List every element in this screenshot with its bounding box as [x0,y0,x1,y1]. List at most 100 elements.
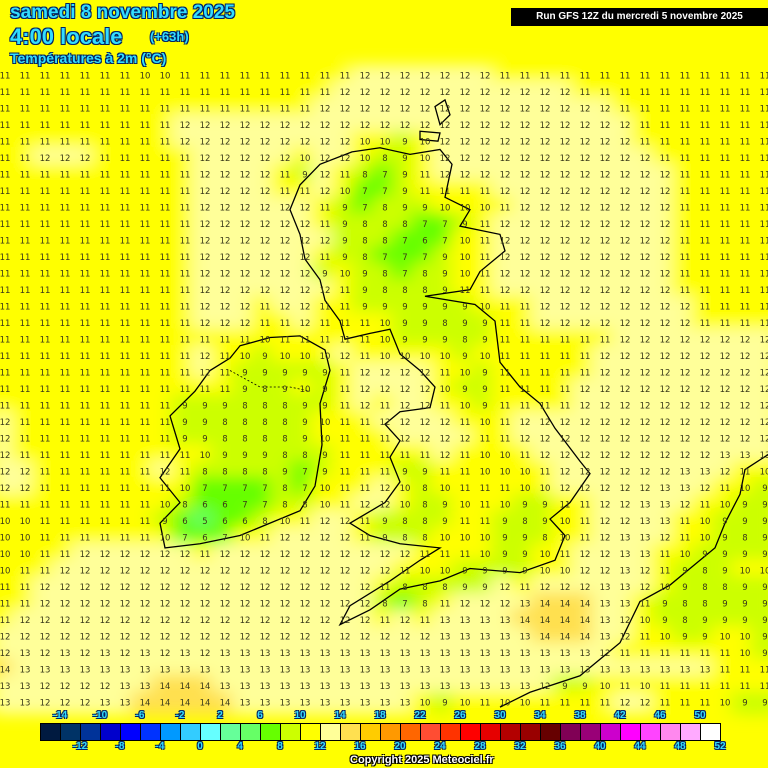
temperature-value: 10 [520,484,531,494]
temperature-value: 12 [540,105,551,115]
temperature-value: 7 [262,484,267,494]
temperature-value: 12 [580,171,591,181]
temperature-value: 12 [320,187,331,197]
temperature-value: 12 [220,237,231,247]
temperature-value: 11 [600,699,611,709]
temperature-value: 12 [400,418,411,428]
temperature-value: 8 [362,171,367,181]
temperature-value: 11 [620,88,631,98]
temperature-value: 8 [442,583,447,593]
temperature-value: 11 [180,468,191,478]
temperature-value: 13 [640,501,651,511]
temperature-value: 11 [760,171,768,181]
temperature-value: 11 [80,451,91,461]
temperature-value: 13 [320,699,331,709]
temperature-value: 11 [180,105,191,115]
temperature-value: 11 [340,501,351,511]
temperature-value: 10 [440,484,451,494]
temperature-value: 12 [500,171,511,181]
temperature-value: 8 [202,468,207,478]
temperature-value: 12 [600,303,611,313]
temperature-value: 9 [482,385,487,395]
temperature-value: 11 [60,138,71,148]
temperature-value: 10 [260,336,271,346]
temperature-value: 9 [422,204,427,214]
temperature-value: 11 [20,286,31,296]
temperature-value: 8 [402,583,407,593]
temperature-value: 9 [302,435,307,445]
temperature-value: 11 [80,484,91,494]
temperature-value: 11 [220,385,231,395]
temperature-value: 14 [540,600,551,610]
temperature-value: 11 [440,550,451,560]
temperature-value: 12 [140,616,151,626]
legend-swatch [521,724,541,740]
temperature-value: 10 [300,154,311,164]
temperature-value: 13 [380,682,391,692]
temperature-value: 11 [500,418,511,428]
temperature-value: 11 [140,385,151,395]
temperature-value: 12 [520,105,531,115]
temperature-value: 12 [620,352,631,362]
temperature-value: 12 [220,633,231,643]
temperature-value: 12 [340,633,351,643]
temperature-value: 12 [660,319,671,329]
temperature-value: 11 [280,72,291,82]
temperature-value: 12 [560,303,571,313]
temperature-value: 11 [300,72,311,82]
temperature-value: 12 [80,583,91,593]
temperature-value: 9 [762,484,767,494]
temperature-value: 12 [760,402,768,412]
temperature-value: 11 [180,220,191,230]
temperature-value: 13 [420,649,431,659]
temperature-value: 11 [500,435,511,445]
temperature-value: 12 [180,600,191,610]
temperature-value: 12 [260,286,271,296]
temperature-value: 9 [542,501,547,511]
temperature-value: 12 [80,699,91,709]
temperature-value: 11 [680,154,691,164]
temperature-value: 13 [220,649,231,659]
temperature-value: 11 [720,649,731,659]
temperature-value: 11 [680,88,691,98]
temperature-value: 8 [282,418,287,428]
temperature-value: 11 [460,418,471,428]
temperature-value: 11 [480,220,491,230]
temperature-value: 9 [302,369,307,379]
temperature-value: 12 [360,121,371,131]
temperature-value: 11 [120,105,131,115]
temperature-value: 12 [200,286,211,296]
temperature-value: 8 [262,468,267,478]
temperature-value: 13 [360,666,371,676]
temperature-value: 13 [80,666,91,676]
temperature-value: 11 [20,204,31,214]
temperature-value: 8 [222,468,227,478]
temperature-value: 11 [760,286,768,296]
temperature-value: 13 [440,666,451,676]
temperature-value: 11 [340,418,351,428]
temperature-value: 10 [400,352,411,362]
temperature-value: 12 [340,583,351,593]
temperature-value: 11 [440,402,451,412]
temperature-value: 12 [300,567,311,577]
temperature-value: 11 [640,121,651,131]
temperature-value: 11 [160,253,171,263]
temperature-value: 11 [140,418,151,428]
temperature-value: 13 [60,649,71,659]
temperature-value: 12 [380,121,391,131]
temperature-value: 5 [202,517,207,527]
temperature-value: 12 [60,567,71,577]
temperature-value: 11 [20,138,31,148]
temperature-value: 11 [560,699,571,709]
temperature-value: 12 [420,88,431,98]
temperature-value: 11 [120,435,131,445]
temperature-value: 11 [60,402,71,412]
temperature-value: 11 [760,319,768,329]
temperature-value: 11 [160,369,171,379]
temperature-value: 7 [402,270,407,280]
temperature-value: 12 [300,220,311,230]
temperature-value: 8 [382,220,387,230]
temperature-value: 11 [560,501,571,511]
temperature-value: 12 [540,418,551,428]
temperature-value: 13 [500,649,511,659]
